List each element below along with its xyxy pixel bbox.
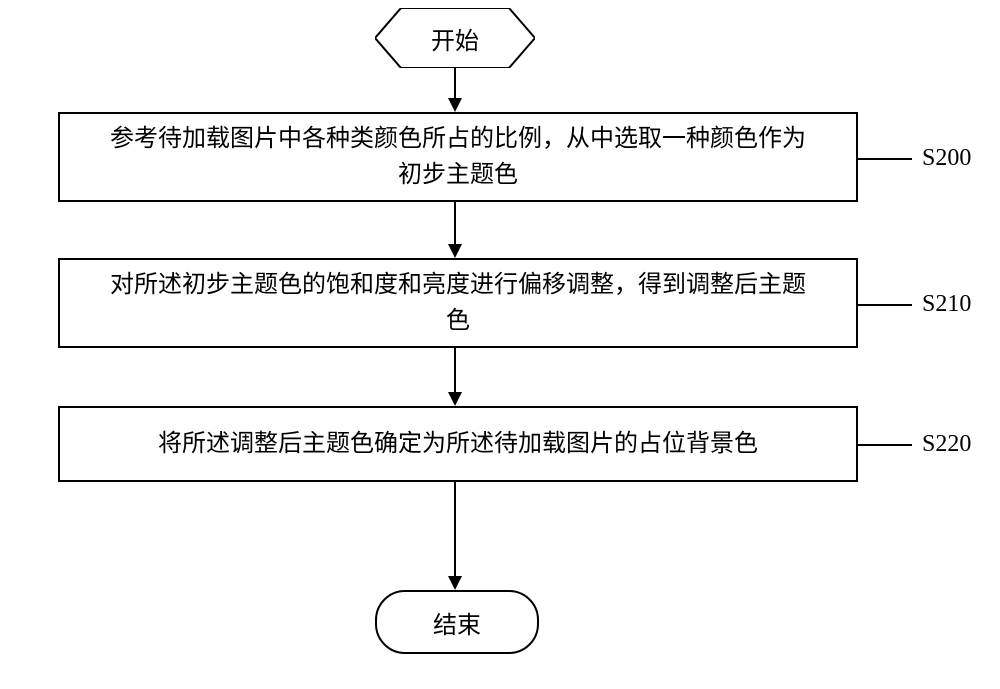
process-s220-text: 将所述调整后主题色确定为所述待加载图片的占位背景色 xyxy=(158,426,758,462)
step-label-s200: S200 xyxy=(922,145,971,172)
edge-s210-s220 xyxy=(445,348,465,406)
step-label-s210: S210 xyxy=(922,291,971,318)
start-label: 开始 xyxy=(431,21,479,56)
connector-s210 xyxy=(858,303,918,307)
process-s200-text: 参考待加载图片中各种类颜色所占的比例，从中选取一种颜色作为 初步主题色 xyxy=(110,121,806,193)
process-s210-text: 对所述初步主题色的饱和度和亮度进行偏移调整，得到调整后主题 色 xyxy=(110,267,806,339)
edge-s200-s210 xyxy=(445,202,465,258)
process-s210: 对所述初步主题色的饱和度和亮度进行偏移调整，得到调整后主题 色 xyxy=(58,258,858,348)
end-node: 结束 xyxy=(375,590,539,654)
edge-s220-end xyxy=(445,482,465,590)
step-label-s220: S220 xyxy=(922,431,971,458)
connector-s220 xyxy=(858,443,918,447)
start-node: 开始 xyxy=(375,8,535,68)
edge-start-s200 xyxy=(445,68,465,112)
end-label: 结束 xyxy=(433,605,481,640)
process-s220: 将所述调整后主题色确定为所述待加载图片的占位背景色 xyxy=(58,406,858,482)
process-s200: 参考待加载图片中各种类颜色所占的比例，从中选取一种颜色作为 初步主题色 xyxy=(58,112,858,202)
connector-s200 xyxy=(858,157,918,161)
